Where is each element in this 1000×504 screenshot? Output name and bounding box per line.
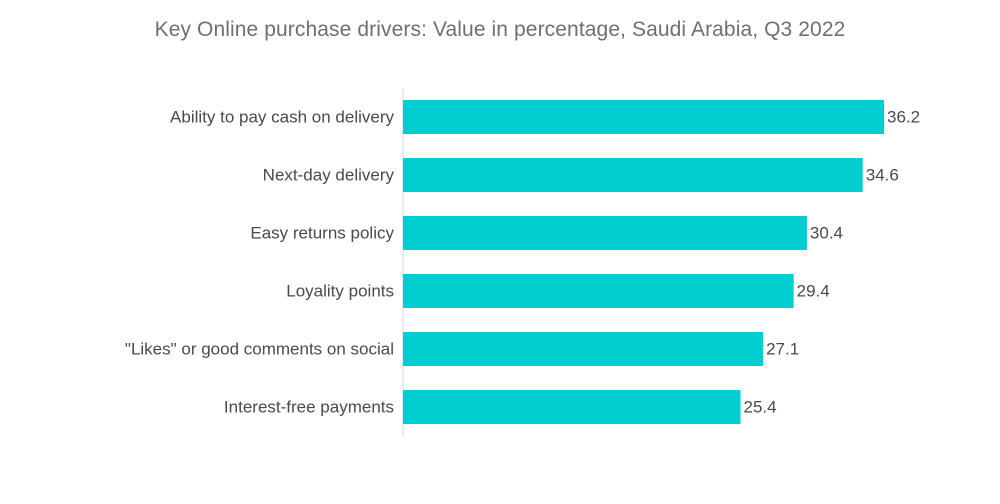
- bar-4: [403, 332, 764, 366]
- value-label-4: 27.1: [766, 340, 799, 359]
- bars-group: Ability to pay cash on delivery 36.2 Next-…: [125, 100, 920, 424]
- category-label-5: Interest-free payments: [224, 398, 394, 417]
- value-label-5: 25.4: [743, 398, 776, 417]
- value-label-0: 36.2: [887, 108, 920, 127]
- category-label-4: "Likes" or good comments on social: [125, 340, 394, 359]
- bar-2: [403, 216, 807, 250]
- value-label-1: 34.6: [866, 166, 899, 185]
- bar-5: [403, 390, 741, 424]
- value-label-3: 29.4: [797, 282, 830, 301]
- bar-0: [403, 100, 884, 134]
- category-label-0: Ability to pay cash on delivery: [170, 108, 394, 127]
- bar-1: [403, 158, 863, 192]
- value-label-2: 30.4: [810, 224, 843, 243]
- category-label-2: Easy returns policy: [250, 224, 394, 243]
- category-label-3: Loyality points: [286, 282, 394, 301]
- chart-title: Key Online purchase drivers: Value in pe…: [154, 18, 846, 41]
- bar-3: [403, 274, 794, 308]
- category-label-1: Next-day delivery: [263, 166, 395, 185]
